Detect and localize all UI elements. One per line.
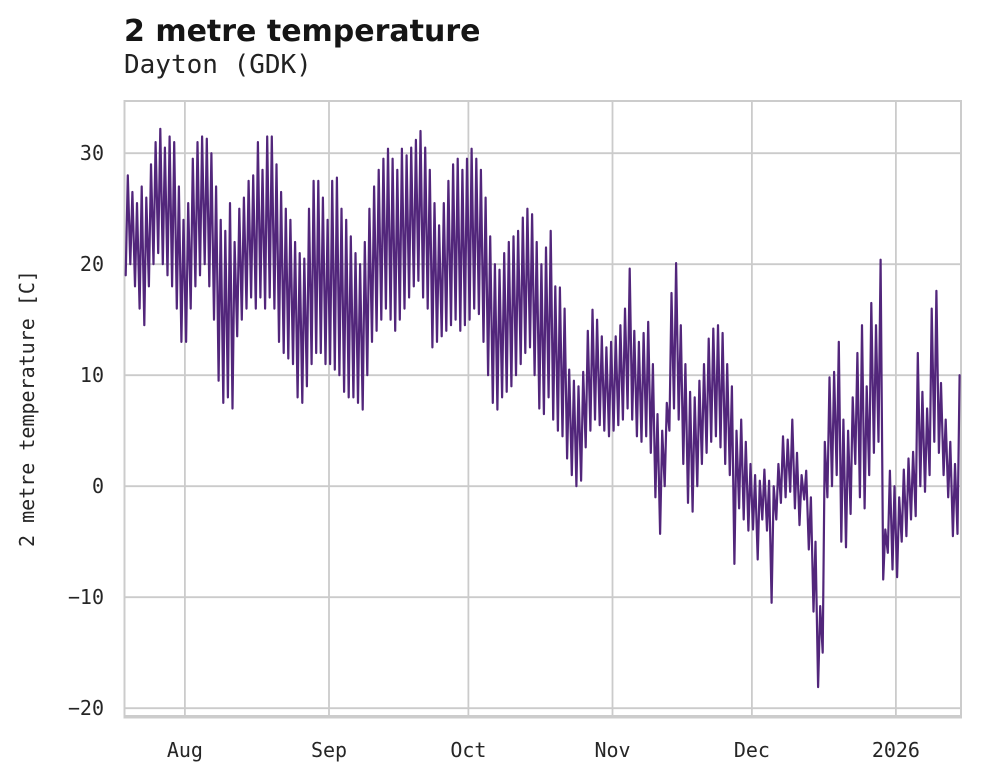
svg-text:Aug: Aug bbox=[167, 738, 203, 762]
axes-spines bbox=[123, 100, 962, 719]
y-axis-tick-labels: 30 20 10 0 −10 −20 bbox=[68, 141, 104, 720]
svg-text:20: 20 bbox=[80, 252, 104, 276]
svg-text:30: 30 bbox=[80, 141, 104, 165]
svg-text:Dec: Dec bbox=[734, 738, 770, 762]
svg-text:Nov: Nov bbox=[594, 738, 630, 762]
x-axis-tick-labels: Aug Sep Oct Nov Dec 2026 bbox=[167, 738, 920, 762]
grid-lines bbox=[124, 101, 961, 716]
page-title: 2 metre temperature bbox=[124, 14, 481, 49]
chart-subtitle: Dayton (GDK) bbox=[124, 50, 312, 80]
svg-text:2 metre temperature [C]: 2 metre temperature [C] bbox=[15, 270, 39, 547]
temperature-series-line bbox=[124, 127, 961, 689]
y-axis-title: 2 metre temperature [C] bbox=[15, 270, 39, 547]
svg-text:Oct: Oct bbox=[450, 738, 486, 762]
svg-text:−20: −20 bbox=[68, 696, 104, 720]
svg-text:0: 0 bbox=[92, 474, 104, 498]
svg-text:2026: 2026 bbox=[872, 738, 920, 762]
svg-text:−10: −10 bbox=[68, 585, 104, 609]
svg-text:10: 10 bbox=[80, 363, 104, 387]
svg-text:Sep: Sep bbox=[311, 738, 347, 762]
